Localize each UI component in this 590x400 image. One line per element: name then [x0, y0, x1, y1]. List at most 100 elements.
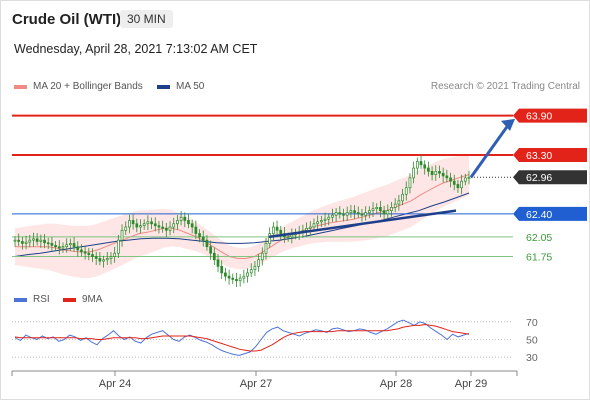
candle	[105, 251, 109, 265]
candle	[419, 154, 423, 169]
candle-body	[257, 259, 260, 267]
candle-body	[135, 223, 139, 228]
candle	[353, 205, 356, 220]
candle	[94, 251, 98, 265]
candle	[146, 215, 150, 231]
candle	[87, 247, 91, 261]
candle	[32, 232, 35, 247]
candle-body	[438, 170, 441, 174]
candle	[460, 174, 463, 195]
candle-body	[412, 167, 415, 179]
x-tick-label: Apr 24	[99, 378, 131, 390]
candle-body	[21, 241, 24, 244]
candle	[212, 247, 216, 265]
candle	[69, 238, 72, 251]
candle-body	[331, 214, 334, 218]
candle	[157, 220, 161, 234]
candle-body	[260, 252, 264, 261]
candle	[452, 174, 456, 191]
ma50-line	[14, 192, 470, 257]
candle	[220, 260, 224, 280]
candle-body	[150, 221, 153, 225]
candle	[235, 272, 238, 287]
candle-body	[375, 207, 379, 210]
candle	[161, 220, 164, 233]
candle-body	[72, 243, 76, 248]
candle-body	[393, 203, 397, 208]
candle	[371, 202, 375, 217]
candle-body	[28, 239, 32, 243]
candle-body	[279, 229, 283, 234]
candle	[430, 166, 434, 181]
candle	[423, 160, 427, 175]
candle	[150, 217, 153, 230]
candle-body	[349, 210, 353, 213]
candle	[249, 263, 253, 277]
candle-body	[76, 246, 80, 251]
candle-body	[312, 223, 316, 228]
candle	[257, 253, 260, 272]
candle	[397, 194, 401, 211]
legend-ma50: MA 50	[157, 81, 204, 92]
candle	[238, 274, 242, 287]
candle	[113, 246, 117, 263]
candle-body	[264, 243, 268, 254]
candle	[305, 222, 308, 236]
candle	[367, 206, 371, 219]
rsi-swatch	[14, 297, 27, 302]
candle-body	[323, 218, 327, 221]
candle-body	[460, 180, 463, 189]
candle-body	[194, 226, 198, 234]
candle	[83, 245, 87, 260]
legend-ma20: MA 20 + Bollinger Bands	[14, 81, 143, 92]
candle	[260, 247, 264, 266]
candle-body	[35, 238, 39, 242]
rsi-line	[14, 319, 470, 356]
legend-rsi: RSI	[14, 294, 50, 305]
candle	[390, 201, 393, 217]
candle-body	[13, 239, 17, 242]
candle-body	[220, 265, 224, 274]
candle-body	[61, 246, 65, 249]
candle-body	[404, 187, 408, 195]
candle	[142, 219, 146, 230]
timeframe-badge[interactable]: 30 MIN	[120, 10, 173, 28]
candle	[198, 229, 201, 243]
candle-body	[434, 170, 438, 175]
candle-body	[327, 216, 331, 220]
candle-body	[353, 210, 356, 213]
candle	[28, 234, 32, 248]
candle-body	[209, 246, 212, 254]
candle-body	[198, 233, 201, 238]
candle	[312, 218, 316, 232]
candle	[194, 220, 198, 240]
candle	[98, 251, 102, 266]
candle	[172, 217, 176, 234]
candle-body	[397, 200, 401, 205]
candle	[356, 206, 360, 218]
candle-body	[286, 236, 290, 239]
candle-body	[164, 227, 168, 231]
candle-body	[308, 226, 312, 229]
candle	[345, 206, 349, 222]
candle	[308, 221, 312, 235]
candle	[39, 234, 43, 248]
candle	[102, 255, 105, 268]
candle-body	[113, 252, 117, 257]
candle-body	[382, 210, 386, 215]
candle-body	[124, 226, 128, 231]
candle	[467, 170, 471, 185]
candle-body	[290, 234, 294, 238]
candle-body	[120, 229, 124, 241]
candle	[61, 242, 65, 253]
candle-body	[242, 275, 246, 279]
candle-body	[201, 236, 205, 241]
candle-body	[334, 212, 338, 216]
candle-body	[146, 221, 150, 225]
candle-body	[253, 265, 257, 270]
ma50-swatch	[157, 84, 170, 89]
candle-body	[345, 212, 349, 216]
candle-body	[445, 175, 449, 179]
candle-body	[467, 176, 471, 179]
